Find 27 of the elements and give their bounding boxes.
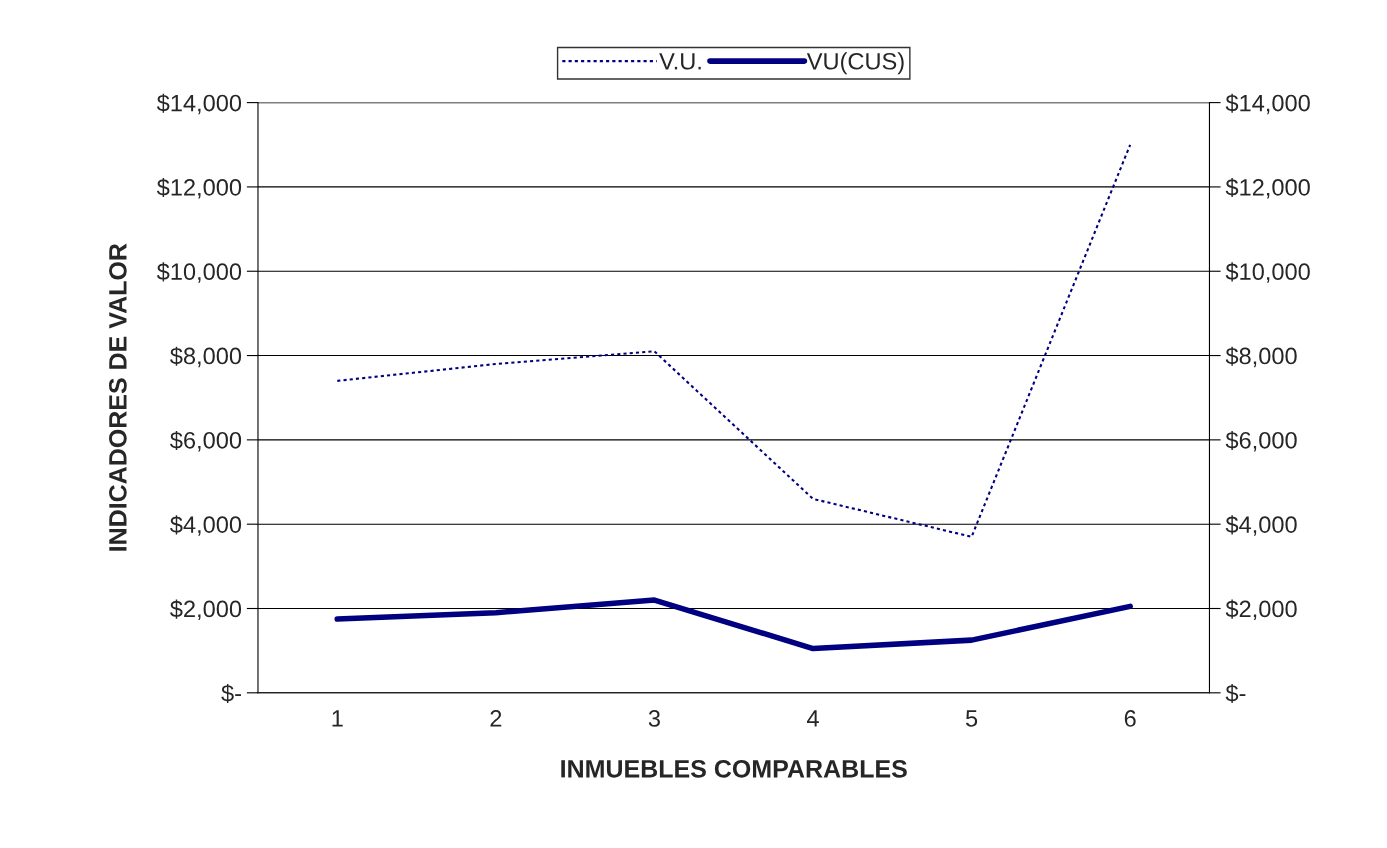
y2-tick-label: $2,000 [1225,599,1297,621]
legend-label: V.U. [659,53,701,70]
x-tick-label: 6 [1124,710,1136,727]
x-tick-label: 3 [648,710,660,727]
y2-tick-label: $6,000 [1225,430,1297,452]
y2-tick-label: $4,000 [1225,515,1297,536]
y-tick-label: $14,000 [156,93,242,115]
y2-tick-label: $14,000 [1225,93,1310,115]
y-tick-label: $10,000 [156,262,242,283]
x-tick-label: 2 [490,710,502,727]
y-axis-title: INDICADORES DE VALOR [109,243,127,551]
y2-tick-label: $- [1225,683,1246,704]
y-tick-label: $8,000 [170,346,242,368]
legend-label: VU(CUS) [806,52,904,75]
y2-tick-label: $8,000 [1225,346,1297,368]
y2-tick-label: $12,000 [1225,178,1310,199]
y-tick-label: $6,000 [170,430,242,452]
y-tick-label: $2,000 [170,599,242,621]
y-tick-label: $12,000 [156,178,242,199]
y2-tick-label: $10,000 [1225,262,1310,283]
line-series [336,143,1132,538]
x-tick-label: 4 [806,710,819,727]
x-tick-label: 5 [965,710,978,727]
y-tick-label: $4,000 [170,515,242,536]
x-axis-title: INMUEBLES COMPARABLES [561,759,907,778]
x-tick-label: 1 [332,710,343,727]
y-tick-label: $- [221,683,241,704]
